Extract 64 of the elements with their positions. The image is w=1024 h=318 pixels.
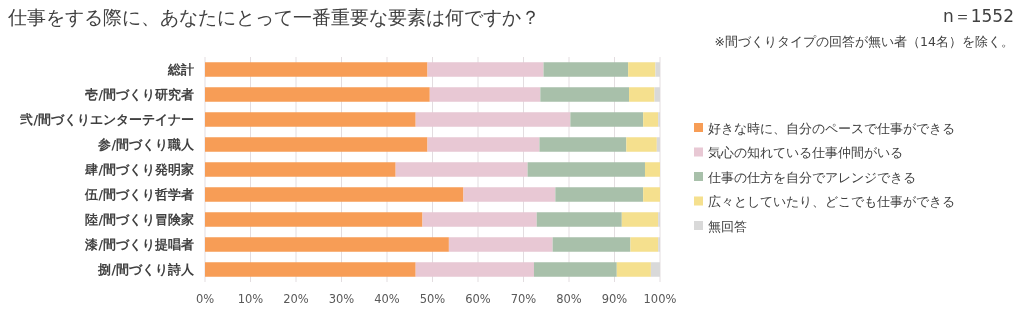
y-tick-label: 陸/間づくり冒険家 [85, 212, 194, 227]
bar [448, 237, 553, 252]
bar [630, 237, 659, 252]
bar [205, 162, 396, 177]
bar [427, 62, 544, 77]
bar [643, 187, 660, 202]
bar [616, 262, 651, 277]
bar [628, 62, 656, 77]
x-tick-label: 100% [643, 292, 677, 306]
x-tick-label: 20% [283, 292, 309, 306]
bar [629, 87, 655, 102]
bar [540, 87, 630, 102]
y-tick-label: 参/間づくり職人 [97, 137, 195, 152]
legend-label: 気心の知れている仕事仲間がいる [708, 145, 903, 160]
legend-label: 仕事の仕方を自分でアレンジできる [707, 169, 916, 185]
bar [570, 112, 644, 127]
chart-title: 仕事をする際に、あなたにとって一番重要な要素は何ですか？ [7, 6, 540, 28]
x-tick-label: 0% [195, 292, 215, 306]
y-tick-label: 肆/間づくり発明家 [84, 162, 194, 177]
bar [427, 137, 540, 152]
y-tick-label: 捌/間づくり詩人 [97, 262, 195, 277]
bar [555, 187, 644, 202]
bar [539, 137, 627, 152]
y-tick-label: 弐/間づくりエンターテイナー [19, 112, 194, 127]
bar [536, 212, 622, 227]
legend-label: 無回答 [708, 218, 747, 234]
bar [205, 212, 423, 227]
bar [543, 62, 629, 77]
bar [422, 212, 537, 227]
x-tick-label: 90% [601, 292, 628, 306]
y-tick-label: 壱/間づくり研究者 [85, 87, 194, 102]
bar [527, 162, 645, 177]
bar [533, 262, 617, 277]
bar [621, 212, 659, 227]
bar [205, 262, 416, 277]
y-tick-label: 伍/間づくり哲学者 [84, 187, 194, 202]
bar [644, 162, 660, 177]
x-tick-label: 60% [465, 292, 491, 306]
bar [205, 187, 464, 202]
bar [205, 237, 449, 252]
legend-label: 好きな時に、自分のペースで仕事ができる [708, 120, 955, 136]
x-tick-label: 30% [328, 292, 355, 306]
y-tick-label: 総計 [167, 62, 194, 77]
x-tick-label: 40% [374, 292, 400, 306]
bar [395, 162, 528, 177]
bar [415, 262, 534, 277]
text: n＝1552 [942, 6, 1014, 26]
bar [552, 237, 631, 252]
text: ※間づくりタイプの回答が無い者（14名）を除く。 [714, 34, 1014, 49]
bar [415, 112, 571, 127]
bar [429, 87, 541, 102]
y-tick-label: 漆/間づくり提唱者 [84, 237, 194, 252]
x-tick-label: 10% [237, 292, 264, 306]
bar [463, 187, 556, 202]
bar [205, 87, 430, 102]
x-tick-label: 50% [419, 292, 446, 306]
bar [205, 137, 428, 152]
bar [643, 112, 659, 127]
bar [626, 137, 657, 152]
bar [205, 112, 416, 127]
legend-label: 広々としていたり、どこでも仕事ができる [708, 194, 955, 209]
bar [205, 62, 428, 77]
x-tick-label: 70% [510, 292, 537, 306]
x-tick-label: 80% [556, 292, 582, 306]
